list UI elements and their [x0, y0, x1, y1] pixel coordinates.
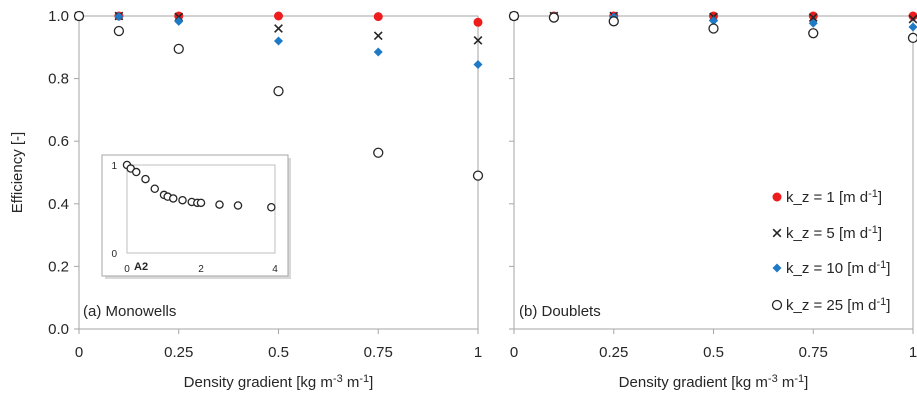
- x-tick-label: 0.5: [268, 344, 289, 361]
- data-point: [808, 28, 819, 39]
- data-point: [472, 170, 484, 181]
- series-filled-circle: [74, 11, 483, 27]
- inset-y-tick-label: 0: [111, 249, 117, 260]
- x-tick-label: 0.25: [164, 344, 193, 361]
- data-point: [808, 11, 818, 21]
- data-point: [709, 16, 718, 26]
- inset-data-point: [178, 195, 187, 205]
- x-tick-label: 0.5: [703, 344, 724, 361]
- y-tick-label: 0.4: [48, 196, 69, 213]
- data-point: [508, 10, 520, 22]
- x-tick-label: 0.25: [599, 344, 628, 361]
- x-tick-label: 0: [75, 344, 83, 361]
- data-point: [908, 14, 917, 24]
- inset-frame: [101, 154, 289, 277]
- x-axis-title: Density gradient [kg m-3 m-1]: [619, 373, 809, 391]
- panel-a: 0 0.25 0.5 0.75 1 0.0 0.2 0.4 0.6 0.8 1.0 Density g…: [9, 8, 484, 391]
- inset-y-tick-label: 1: [111, 161, 117, 172]
- legend-label: k_z = 1 [m d-1]: [786, 188, 882, 206]
- inset-data-point: [131, 167, 141, 177]
- inset-data-point: [168, 194, 178, 203]
- legend-label: k_z = 10 [m d-1]: [786, 259, 890, 277]
- data-point: [373, 147, 384, 158]
- data-point: [274, 11, 283, 21]
- panel-label: (b) Doublets: [519, 303, 601, 320]
- inset-data-point: [141, 174, 150, 184]
- data-point: [274, 24, 283, 33]
- y-tick-label: 0.6: [48, 133, 69, 150]
- series-open-circle: [73, 10, 484, 181]
- data-point: [473, 36, 483, 45]
- inset-data-point: [196, 198, 206, 208]
- data-point: [473, 60, 483, 70]
- legend-marker: [771, 299, 783, 311]
- inset: 0 2 4 0 1 A2: [101, 154, 291, 279]
- series-open-circle: [508, 10, 917, 44]
- inset-data-point: [150, 184, 159, 194]
- data-point: [473, 17, 483, 27]
- x-tick-label: 0.75: [364, 344, 393, 361]
- data-point: [174, 16, 184, 26]
- panel-b: 0 0.25 0.5 0.75 1 Density gradient [kg m-3 m-…: [508, 10, 917, 391]
- data-point: [73, 10, 85, 22]
- inset-tag: A2: [134, 261, 148, 273]
- x-tick-label: 0: [510, 344, 518, 361]
- panel-label: (a) Monowells: [83, 303, 176, 320]
- legend-marker: [772, 192, 782, 202]
- y-tick-label: 0.8: [48, 71, 69, 88]
- inset-x-tick-label: 4: [272, 264, 278, 275]
- data-point: [907, 32, 917, 44]
- data-point: [373, 47, 383, 57]
- data-point: [114, 12, 124, 22]
- y-tick-label: 1.0: [48, 8, 69, 25]
- data-point: [708, 23, 719, 34]
- inset-x-tick-label: 0: [124, 264, 130, 275]
- x-tick-label: 1: [909, 344, 917, 361]
- data-point: [548, 12, 560, 23]
- data-point: [173, 43, 184, 55]
- y-axis-title: Efficiency [-]: [9, 132, 26, 213]
- inset-data-point: [233, 201, 243, 210]
- inset-data-point: [267, 202, 276, 212]
- legend: k_z = 1 [m d-1] k_z = 5 [m d-1] k_z = 10 […: [771, 188, 890, 314]
- x-tick-label: 0.75: [799, 344, 828, 361]
- data-point: [808, 13, 818, 22]
- data-point: [908, 22, 917, 32]
- data-point: [273, 85, 284, 97]
- inset-data-point: [215, 200, 224, 209]
- x-tick-label: 1: [474, 344, 482, 361]
- y-tick-label: 0.0: [48, 321, 69, 338]
- legend-marker: [772, 263, 782, 273]
- plot-frame: [513, 15, 914, 330]
- data-point: [373, 12, 383, 22]
- x-axis-title: Density gradient [kg m-3 m-1]: [184, 373, 374, 391]
- data-point: [608, 16, 619, 27]
- inset-x-tick-label: 2: [198, 264, 204, 275]
- legend-label: k_z = 25 [m d-1]: [786, 296, 890, 314]
- y-tick-label: 0.2: [48, 258, 69, 275]
- data-point: [373, 31, 383, 41]
- data-point: [113, 25, 125, 37]
- legend-marker: [772, 228, 782, 238]
- data-point: [274, 36, 283, 46]
- legend-label: k_z = 5 [m d-1]: [786, 224, 882, 242]
- data-point: [808, 18, 818, 28]
